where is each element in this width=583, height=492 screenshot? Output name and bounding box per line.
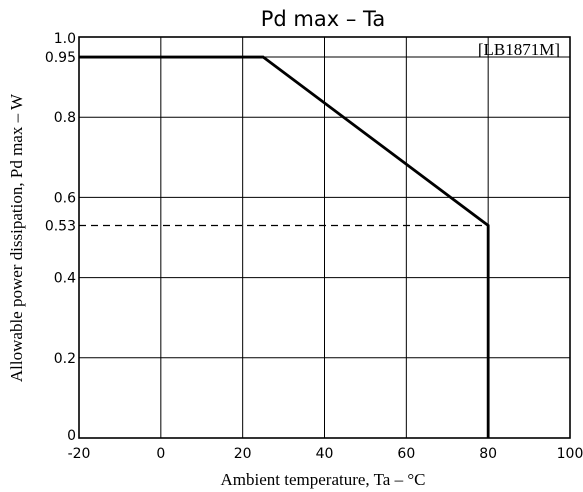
x-tick-label: 100 (557, 446, 583, 462)
x-tick-label: 60 (397, 446, 415, 462)
x-axis-label: Ambient temperature, Ta – °C (221, 470, 426, 489)
x-tick-label: 0 (156, 446, 165, 462)
y-tick-label: 0.4 (54, 271, 76, 287)
y-tick-label: 1.0 (54, 31, 76, 47)
plot-frame (78, 36, 571, 439)
y-tick-label: 0.53 (45, 218, 76, 234)
series-line (79, 55, 490, 438)
y-tick-labels: 0 0.2 0.4 0.53 0.6 0.8 0.95 1.0 (45, 31, 76, 444)
part-number-annotation: [LB1871M] (478, 40, 560, 59)
series-lines (79, 55, 490, 438)
x-tick-label: 40 (316, 446, 334, 462)
grid (79, 37, 570, 438)
y-tick-label: 0.6 (54, 190, 76, 206)
y-tick-label: 0.2 (54, 351, 76, 367)
x-tick-label: 80 (479, 446, 497, 462)
y-axis-label: Allowable power dissipation, Pd max – W (7, 93, 26, 382)
y-tick-label: 0 (67, 428, 76, 444)
y-tick-label: 0.8 (54, 110, 76, 126)
chart-title: Pd max – Ta (261, 7, 386, 31)
y-tick-label: 0.95 (45, 50, 76, 66)
x-tick-label: -20 (68, 446, 91, 462)
x-tick-label: 20 (234, 446, 252, 462)
x-tick-labels: -20 0 20 40 60 80 100 (68, 446, 583, 462)
